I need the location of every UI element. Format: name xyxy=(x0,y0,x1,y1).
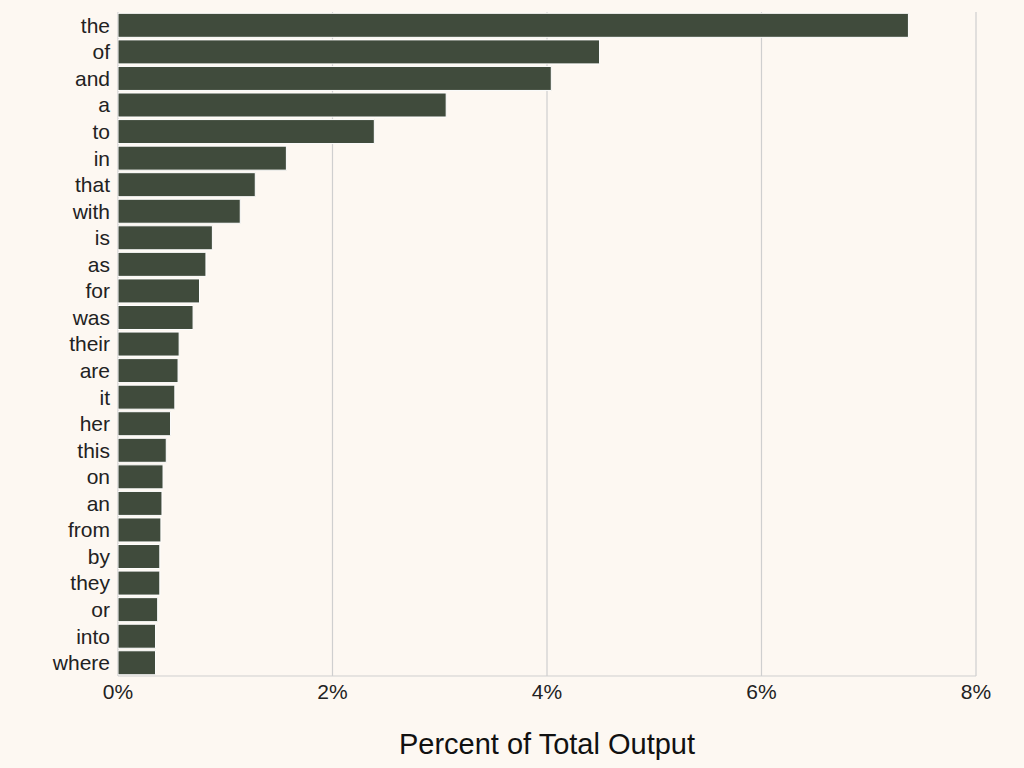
svg-text:in: in xyxy=(94,147,110,170)
svg-text:to: to xyxy=(92,120,110,143)
svg-text:as: as xyxy=(88,253,110,276)
svg-text:this: this xyxy=(77,439,110,462)
svg-text:0%: 0% xyxy=(103,680,133,703)
svg-text:Percent of Total Output: Percent of Total Output xyxy=(399,728,695,760)
svg-text:and: and xyxy=(75,67,110,90)
svg-text:6%: 6% xyxy=(746,680,776,703)
svg-text:8%: 8% xyxy=(961,680,991,703)
svg-text:of: of xyxy=(92,40,110,63)
svg-text:their: their xyxy=(69,332,110,355)
svg-text:2%: 2% xyxy=(317,680,347,703)
svg-text:where: where xyxy=(52,651,110,674)
svg-text:with: with xyxy=(72,200,110,223)
svg-text:or: or xyxy=(91,598,110,621)
svg-text:on: on xyxy=(87,465,110,488)
svg-text:an: an xyxy=(87,492,110,515)
svg-text:they: they xyxy=(70,571,110,594)
svg-text:her: her xyxy=(80,412,110,435)
svg-text:from: from xyxy=(68,518,110,541)
svg-text:the: the xyxy=(81,14,110,37)
svg-text:it: it xyxy=(100,386,111,409)
svg-text:is: is xyxy=(95,226,110,249)
svg-text:that: that xyxy=(75,173,110,196)
svg-text:for: for xyxy=(85,279,110,302)
svg-text:by: by xyxy=(88,545,111,568)
svg-text:a: a xyxy=(98,93,110,116)
svg-text:into: into xyxy=(76,625,110,648)
svg-text:4%: 4% xyxy=(532,680,562,703)
svg-text:are: are xyxy=(80,359,110,382)
svg-text:was: was xyxy=(72,306,110,329)
